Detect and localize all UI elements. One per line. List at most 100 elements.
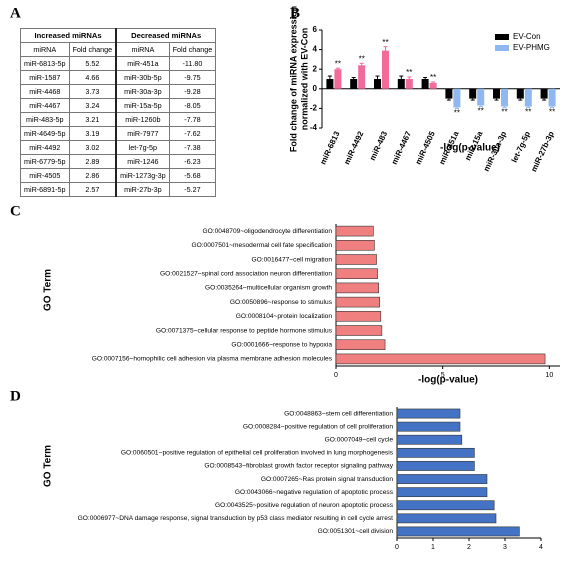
table-cell: Decreased miRNAs [115, 28, 217, 43]
bar [335, 268, 378, 279]
panel-label: A [10, 5, 21, 21]
y-tick-label: GO:0048709~oligodendrocyte differentiati… [203, 228, 333, 235]
y-axis-label: Fold change of miRNA expression [288, 6, 298, 152]
legend-label: EV-Con [513, 32, 541, 41]
table-cell: -7.78 [168, 112, 217, 127]
x-axis-label: -log(p-value) [418, 375, 478, 386]
bar [405, 79, 413, 89]
significance: ** [501, 108, 507, 117]
table-cell: -7.62 [168, 126, 217, 141]
significance: ** [359, 54, 365, 63]
bar [350, 79, 358, 89]
legend-swatch [495, 45, 509, 51]
bar [396, 408, 461, 419]
table-cell: 4.66 [68, 70, 117, 85]
y-tick-label: GO:0016477~cell migration [252, 256, 333, 263]
table-row: miR-4467 3.24 miR-15a-5p -8.05 [20, 98, 217, 113]
x-tick-label: 0 [334, 372, 338, 379]
table-cell: miR-27b-3p [115, 182, 170, 197]
table-cell: miR-6891-5p [20, 182, 70, 197]
table-row: miR-483-5p 3.21 miR-1260b -7.78 [20, 112, 217, 127]
table-cell: 3.24 [68, 98, 117, 113]
y-tick-label: 4 [313, 45, 318, 54]
x-tick-label: miR-27b-3p [529, 130, 556, 173]
table-row: miR-6813-5p 5.52 miR-451a -11.80 [20, 56, 217, 71]
table-cell: 3.19 [68, 126, 117, 141]
y-axis-label: GO Term [43, 269, 54, 311]
x-axis-label: -log(p-value) [440, 143, 500, 154]
panel-label: D [10, 388, 21, 404]
y-tick-label: 0 [313, 84, 318, 93]
bar [421, 79, 429, 89]
table-cell: miR-4468 [20, 84, 70, 99]
y-tick-label: GO:0060501~positive regulation of epithe… [121, 450, 394, 457]
table-cell: Fold change [68, 42, 117, 57]
significance: ** [525, 108, 531, 117]
table-cell: miR-1246 [115, 154, 170, 169]
table-cell: Fold change [168, 42, 217, 57]
table-cell: -5.68 [168, 168, 217, 183]
bar [396, 513, 497, 524]
table-cell: 5.52 [68, 56, 117, 71]
x-tick-label: 4 [539, 544, 543, 551]
y-tick-label: 6 [313, 25, 318, 34]
bar [335, 296, 381, 308]
table-cell: -8.05 [168, 98, 217, 113]
significance: ** [454, 109, 460, 118]
y-tick-label: 2 [313, 64, 318, 73]
bar [469, 88, 477, 99]
x-tick-label: let-7g-5p [510, 130, 532, 164]
legend-label: EV-PHMG [513, 43, 550, 52]
table-row: miR-6891-5p 2.57 miR-27b-3p -5.27 [20, 182, 217, 197]
bar [396, 461, 475, 471]
y-tick-label: GO:0021527~spinal cord association neuro… [160, 270, 332, 277]
bar [382, 50, 389, 89]
bar [493, 88, 500, 99]
bar [396, 447, 475, 458]
bar [548, 88, 556, 107]
bar [335, 282, 379, 294]
significance: ** [382, 38, 388, 47]
bar [540, 88, 548, 99]
mirna-table: Increased miRNAs Decreased miRNAs miRNA Fol… [20, 28, 217, 197]
table-cell: miRNA [115, 42, 170, 57]
significance: ** [549, 108, 555, 117]
bar [516, 88, 524, 99]
y-tick-label: GO:0008543~fibroblast growth factor rece… [204, 463, 393, 470]
y-tick-label: GO:0006977~DNA damage response, signal t… [78, 515, 394, 522]
table-cell: miR-4649-5p [20, 126, 70, 141]
table-row: miR-4505 2.86 miR-1273g-3p -5.68 [20, 168, 217, 183]
table-cell: 2.57 [68, 182, 117, 197]
x-tick-label: miR-6813 [318, 129, 341, 166]
y-tick-label: GO:0035264~multicellular organism growth [205, 285, 332, 292]
x-tick-label: miR-4505 [414, 129, 437, 166]
table-cell: miR-30b-5p [115, 70, 170, 85]
x-tick-label: 3 [503, 544, 507, 551]
bar [335, 225, 374, 237]
table-cell: miRNA [20, 42, 70, 57]
y-tick-label: GO:0043066~negative regulation of apopto… [235, 489, 394, 496]
table-cell: miR-6813-5p [20, 56, 70, 71]
table-row: Increased miRNAs Decreased miRNAs [20, 28, 217, 43]
y-tick-label: GO:0008284~positive regulation of cell p… [243, 423, 393, 430]
table-cell: -6.23 [168, 154, 217, 169]
x-tick-label: 5 [441, 372, 445, 379]
table-row: miR-4649-5p 3.19 miR-7977 -7.62 [20, 126, 217, 141]
y-axis-label: normalized with EV-Con [299, 28, 309, 131]
x-tick-label: miR-483 [368, 129, 390, 162]
y-tick-label: GO:0008104~protein localization [236, 313, 333, 320]
table-cell: miR-4467 [20, 98, 70, 113]
table-cell: -11.80 [168, 56, 217, 71]
x-tick-label: 2 [467, 544, 471, 551]
y-tick-label: GO:0051301~cell division [318, 528, 394, 535]
bar [396, 487, 488, 498]
table-row: miRNA Fold change miRNA Fold change [20, 42, 217, 57]
y-tick-label: GO:0001666~response to hypoxia [231, 341, 332, 348]
y-tick-label: GO:0071375~cellular response to peptide … [156, 327, 333, 334]
bar [358, 65, 366, 89]
table-row: miR-1587 4.66 miR-30b-5p -9.75 [20, 70, 217, 85]
table-cell: -5.27 [168, 182, 217, 197]
bar [335, 325, 383, 336]
